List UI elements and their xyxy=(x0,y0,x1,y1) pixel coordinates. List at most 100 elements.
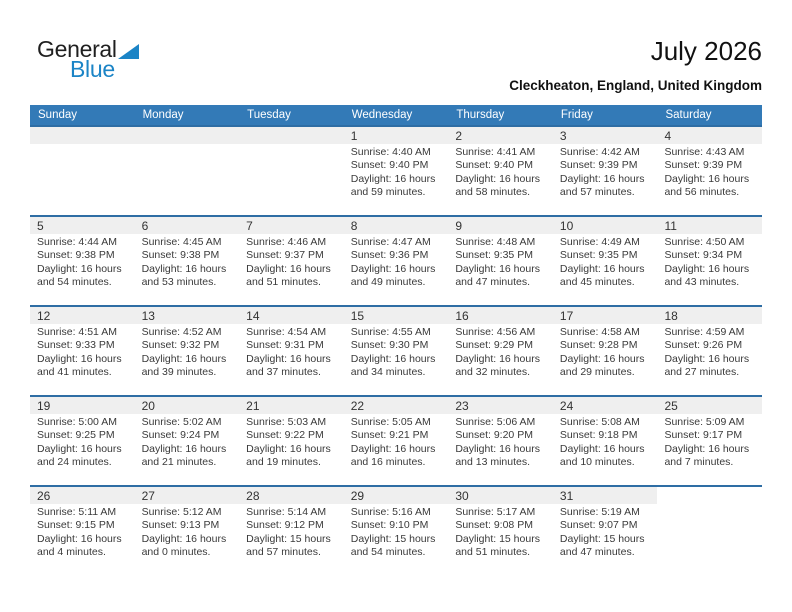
sunset-text: Sunset: 9:38 PM xyxy=(37,249,115,262)
day-number-strip: 12 xyxy=(30,307,135,324)
day-number-strip: 23 xyxy=(448,397,553,414)
day-cell-26: 26 Sunrise: 5:11 AM Sunset: 9:15 PM Dayligh… xyxy=(30,487,135,575)
weekday-header-monday: Monday xyxy=(142,109,184,121)
day-number-strip: 21 xyxy=(239,397,344,414)
sunrise-text: Sunrise: 4:52 AM xyxy=(141,326,222,338)
sunrise-text: Sunrise: 4:41 AM xyxy=(455,146,536,158)
sunset-text: Sunset: 9:29 PM xyxy=(455,339,533,352)
day-number: 16 xyxy=(455,309,469,323)
daylight-text: Daylight: 15 hours and 57 minutes. xyxy=(246,532,331,559)
day-details: Sunrise: 4:56 AM Sunset: 9:29 PM Daylight:… xyxy=(448,324,553,380)
sunset-text: Sunset: 9:35 PM xyxy=(559,249,638,262)
day-number: 17 xyxy=(559,309,574,323)
sunrise-text: Sunrise: 5:03 AM xyxy=(246,416,327,428)
day-number-strip: 18 xyxy=(657,307,763,324)
day-number: 9 xyxy=(455,219,462,233)
day-number-strip: 13 xyxy=(134,307,240,324)
day-cell-8: 8 Sunrise: 4:47 AM Sunset: 9:36 PM Daylight… xyxy=(343,217,449,305)
day-cell-14: 14 Sunrise: 4:54 AM Sunset: 9:31 PM Dayligh… xyxy=(239,307,344,395)
sunrise-text: Sunrise: 4:55 AM xyxy=(350,326,431,338)
daylight-text: Daylight: 15 hours and 51 minutes. xyxy=(455,532,540,559)
day-number: 6 xyxy=(141,219,149,233)
day-number: 21 xyxy=(246,399,260,413)
day-details: Sunrise: 4:52 AM Sunset: 9:32 PM Daylight:… xyxy=(135,324,240,380)
sunset-text: Sunset: 9:10 PM xyxy=(350,519,429,532)
day-number-strip: 3 xyxy=(552,127,658,144)
daylight-text: Daylight: 16 hours and 53 minutes. xyxy=(141,262,227,289)
day-number-strip xyxy=(239,127,344,144)
day-cell-20: 20 Sunrise: 5:02 AM Sunset: 9:24 PM Dayligh… xyxy=(134,397,240,485)
daylight-text: Daylight: 16 hours and 21 minutes. xyxy=(141,442,227,469)
day-number: 20 xyxy=(141,399,155,413)
sunrise-text: Sunrise: 5:02 AM xyxy=(141,416,222,428)
day-details: Sunrise: 5:06 AM Sunset: 9:20 PM Daylight:… xyxy=(448,414,553,470)
sunrise-text: Sunrise: 5:16 AM xyxy=(350,506,431,518)
day-cell-31: 31 Sunrise: 5:19 AM Sunset: 9:07 PM Dayligh… xyxy=(552,487,658,575)
day-number-strip: 10 xyxy=(552,217,658,234)
day-details: Sunrise: 5:00 AM Sunset: 9:25 PM Daylight:… xyxy=(30,414,135,470)
day-cell-3: 3 Sunrise: 4:42 AM Sunset: 9:39 PM Daylight… xyxy=(552,127,658,215)
sunset-text: Sunset: 9:07 PM xyxy=(559,519,638,532)
day-number: 2 xyxy=(455,129,462,143)
day-number: 4 xyxy=(664,129,672,143)
day-cell-9: 9 Sunrise: 4:48 AM Sunset: 9:35 PM Daylight… xyxy=(448,217,553,305)
daylight-text: Daylight: 16 hours and 29 minutes. xyxy=(559,352,645,379)
day-number: 3 xyxy=(559,129,567,143)
day-details: Sunrise: 4:40 AM Sunset: 9:40 PM Daylight:… xyxy=(344,144,449,200)
sunrise-text: Sunrise: 5:08 AM xyxy=(559,416,640,428)
day-number-strip: 14 xyxy=(239,307,344,324)
sunset-text: Sunset: 9:18 PM xyxy=(559,429,638,442)
sunset-text: Sunset: 9:31 PM xyxy=(246,339,324,352)
daylight-text: Daylight: 16 hours and 57 minutes. xyxy=(559,172,645,199)
daylight-text: Daylight: 16 hours and 10 minutes. xyxy=(559,442,645,469)
day-cell-27: 27 Sunrise: 5:12 AM Sunset: 9:13 PM Dayligh… xyxy=(134,487,240,575)
sunset-text: Sunset: 9:40 PM xyxy=(455,159,533,172)
sunrise-text: Sunrise: 5:14 AM xyxy=(246,506,327,518)
day-number: 31 xyxy=(559,489,574,503)
day-details: Sunrise: 4:47 AM Sunset: 9:36 PM Daylight:… xyxy=(344,234,449,290)
sunrise-text: Sunrise: 5:12 AM xyxy=(141,506,222,518)
day-number-strip: 19 xyxy=(30,397,135,414)
day-number: 13 xyxy=(141,309,155,323)
day-details: Sunrise: 4:55 AM Sunset: 9:30 PM Daylight:… xyxy=(344,324,449,380)
day-details: Sunrise: 4:43 AM Sunset: 9:39 PM Daylight:… xyxy=(657,144,762,200)
day-cell-10: 10 Sunrise: 4:49 AM Sunset: 9:35 PM Dayligh… xyxy=(552,217,658,305)
day-number-strip: 28 xyxy=(239,487,344,504)
day-number-strip xyxy=(134,127,240,144)
sunset-text: Sunset: 9:21 PM xyxy=(350,429,429,442)
weekday-header-friday: Friday xyxy=(560,109,593,121)
daylight-text: Daylight: 15 hours and 54 minutes. xyxy=(350,532,436,559)
daylight-text: Daylight: 16 hours and 58 minutes. xyxy=(455,172,540,199)
day-cell-29: 29 Sunrise: 5:16 AM Sunset: 9:10 PM Dayligh… xyxy=(343,487,449,575)
day-number-strip: 30 xyxy=(448,487,553,504)
day-cell-18: 18 Sunrise: 4:59 AM Sunset: 9:26 PM Dayligh… xyxy=(657,307,763,395)
sunset-text: Sunset: 9:39 PM xyxy=(664,159,743,172)
day-details: Sunrise: 5:12 AM Sunset: 9:13 PM Daylight:… xyxy=(135,504,240,560)
day-cell-23: 23 Sunrise: 5:06 AM Sunset: 9:20 PM Dayligh… xyxy=(448,397,553,485)
day-number-strip: 25 xyxy=(657,397,763,414)
sunrise-text: Sunrise: 4:43 AM xyxy=(664,146,745,158)
day-number: 1 xyxy=(350,129,358,143)
day-number-strip: 29 xyxy=(343,487,449,504)
sunrise-text: Sunrise: 5:06 AM xyxy=(455,416,536,428)
calendar-weeks: 1 Sunrise: 4:40 AM Sunset: 9:40 PM Daylight… xyxy=(30,125,763,575)
day-cell-22: 22 Sunrise: 5:05 AM Sunset: 9:21 PM Dayligh… xyxy=(343,397,449,485)
day-number: 23 xyxy=(455,399,469,413)
sunset-text: Sunset: 9:13 PM xyxy=(141,519,220,532)
day-number-strip: 8 xyxy=(343,217,449,234)
sunset-text: Sunset: 9:30 PM xyxy=(350,339,429,352)
day-number-strip: 26 xyxy=(30,487,135,504)
daylight-text: Daylight: 16 hours and 37 minutes. xyxy=(246,352,331,379)
day-number-strip: 15 xyxy=(343,307,449,324)
sunset-text: Sunset: 9:32 PM xyxy=(141,339,220,352)
day-details: Sunrise: 4:49 AM Sunset: 9:35 PM Daylight:… xyxy=(553,234,658,290)
sunset-text: Sunset: 9:17 PM xyxy=(664,429,743,442)
sunset-text: Sunset: 9:08 PM xyxy=(455,519,533,532)
day-number: 18 xyxy=(664,309,678,323)
day-number: 7 xyxy=(246,219,253,233)
day-details: Sunrise: 4:59 AM Sunset: 9:26 PM Daylight:… xyxy=(657,324,762,380)
calendar-table: Sunday Monday Tuesday Wednesday Thursday Frid… xyxy=(30,105,763,575)
week-row: 12 Sunrise: 4:51 AM Sunset: 9:33 PM Dayligh… xyxy=(30,305,763,395)
day-number: 12 xyxy=(37,309,51,323)
